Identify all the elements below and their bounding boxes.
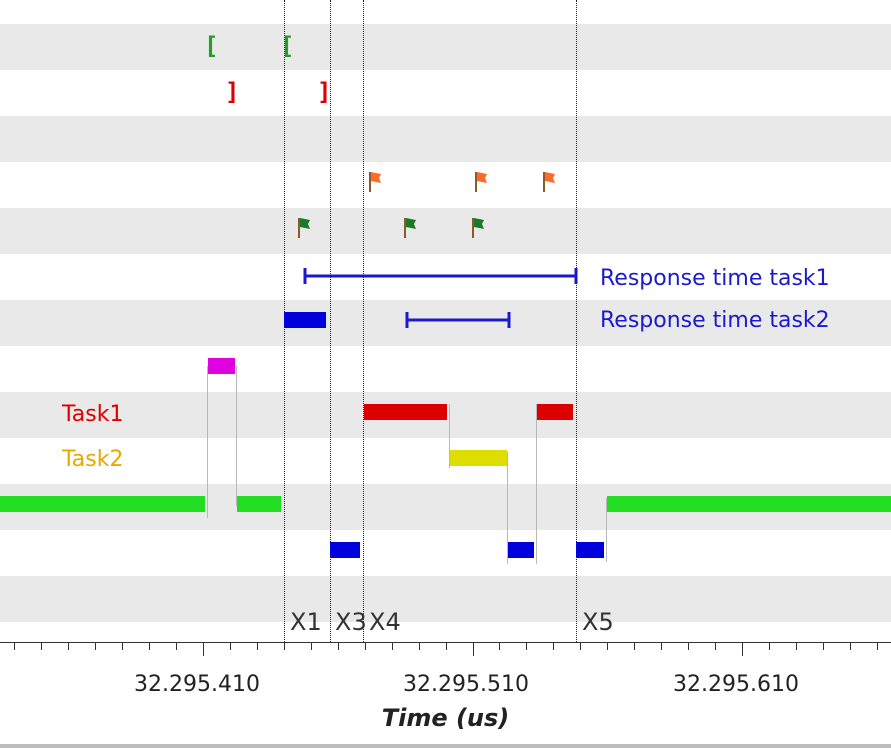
lane-row — [0, 116, 891, 162]
cursor-x1-label: X1 — [290, 608, 322, 636]
response-time-task1-label: Response time task1 — [600, 266, 830, 291]
axis-line — [0, 642, 891, 643]
lane-row — [0, 162, 891, 208]
axis-minor-tick — [14, 642, 15, 650]
cursor-x4-label: X4 — [369, 608, 401, 636]
axis-major-tick — [203, 642, 204, 656]
axis-minor-tick — [796, 642, 797, 650]
axis-tick-label: 32.295.410 — [134, 672, 260, 697]
legend-task1: Task1 — [62, 402, 124, 427]
axis-minor-tick — [634, 642, 635, 650]
green-flag-icon — [404, 218, 416, 238]
transition-line — [449, 404, 450, 468]
axis-minor-tick — [365, 642, 366, 650]
orange-flag-icon — [475, 172, 487, 192]
transition-line — [536, 404, 537, 564]
axis-minor-tick — [661, 642, 662, 650]
idle-execution-bar[interactable] — [607, 496, 891, 512]
cursor-x4[interactable] — [363, 0, 364, 642]
axis-minor-tick — [338, 642, 339, 650]
response-time-task1-range — [303, 268, 578, 284]
orange-flag-icon — [543, 172, 555, 192]
execution-bar[interactable] — [330, 542, 360, 558]
response-time-task2-label: Response time task2 — [600, 308, 830, 333]
axis-tick-label: 32.295.610 — [673, 672, 799, 697]
axis-minor-tick — [230, 642, 231, 650]
transition-line — [207, 366, 208, 518]
execution-bar[interactable] — [284, 312, 326, 328]
panel-border — [0, 744, 891, 748]
lane-row — [0, 24, 891, 70]
axis-minor-tick — [257, 642, 258, 650]
axis-major-tick — [742, 642, 743, 656]
axis-minor-tick — [715, 642, 716, 650]
cursor-x3-label: X3 — [335, 608, 367, 636]
cursor-x5-label: X5 — [582, 608, 614, 636]
axis-title: Time (us) — [381, 704, 510, 732]
axis-tick-label: 32.295.510 — [403, 672, 529, 697]
cursor-x5[interactable] — [576, 0, 577, 642]
axis-minor-tick — [769, 642, 770, 650]
axis-minor-tick — [499, 642, 500, 650]
end-marker-icon: ] — [225, 78, 240, 106]
execution-bar[interactable] — [576, 542, 604, 558]
lane-row — [0, 70, 891, 116]
axis-minor-tick — [41, 642, 42, 650]
axis-minor-tick — [553, 642, 554, 650]
task1-execution-bar[interactable] — [364, 404, 447, 420]
idle-execution-bar[interactable] — [0, 496, 205, 512]
lane-row — [0, 438, 891, 484]
axis-minor-tick — [122, 642, 123, 650]
idle-execution-bar[interactable] — [237, 496, 281, 512]
axis-minor-tick — [526, 642, 527, 650]
end-marker-icon: ] — [317, 78, 332, 106]
legend-task2: Task2 — [62, 447, 124, 472]
lane-row — [0, 208, 891, 254]
execution-bar[interactable] — [508, 542, 534, 558]
lane-row — [0, 576, 891, 622]
lane-row — [0, 346, 891, 392]
execution-bar[interactable] — [208, 358, 235, 374]
axis-minor-tick — [580, 642, 581, 650]
cursor-x3[interactable] — [330, 0, 331, 642]
lane-row — [0, 530, 891, 576]
axis-minor-tick — [392, 642, 393, 650]
axis-minor-tick — [419, 642, 420, 650]
green-flag-icon — [472, 218, 484, 238]
task2-execution-bar[interactable] — [450, 450, 507, 466]
transition-line — [507, 452, 508, 564]
start-marker-icon: [ — [280, 32, 295, 60]
transition-line — [606, 498, 607, 562]
response-time-task2-range — [405, 312, 511, 328]
cursor-x1[interactable] — [284, 0, 285, 642]
axis-minor-tick — [311, 642, 312, 650]
axis-minor-tick — [95, 642, 96, 650]
axis-minor-tick — [877, 642, 878, 650]
axis-minor-tick — [68, 642, 69, 650]
axis-minor-tick — [688, 642, 689, 650]
axis-minor-tick — [176, 642, 177, 650]
orange-flag-icon — [369, 172, 381, 192]
axis-minor-tick — [850, 642, 851, 650]
axis-minor-tick — [149, 642, 150, 650]
transition-line — [236, 366, 237, 506]
axis-minor-tick — [607, 642, 608, 650]
axis-minor-tick — [823, 642, 824, 650]
axis-major-tick — [473, 642, 474, 656]
axis-minor-tick — [284, 642, 285, 650]
lane-row — [0, 622, 891, 642]
task1-execution-bar[interactable] — [537, 404, 573, 420]
start-marker-icon: [ — [204, 32, 219, 60]
lane-row — [0, 300, 891, 346]
green-flag-icon — [298, 218, 310, 238]
axis-minor-tick — [446, 642, 447, 650]
